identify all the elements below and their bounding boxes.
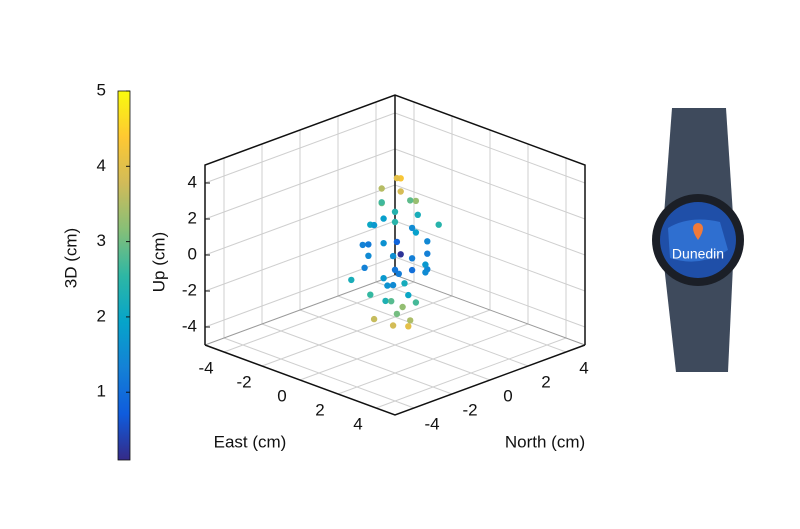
point	[412, 299, 420, 306]
point	[397, 251, 404, 258]
z-tick-label: -4	[182, 316, 197, 335]
watch-pin	[693, 223, 703, 240]
axes-box	[204, 94, 586, 416]
point	[405, 291, 412, 299]
point	[393, 174, 401, 182]
point	[359, 241, 366, 249]
grid-line	[394, 220, 586, 292]
point	[370, 315, 378, 323]
point	[380, 215, 387, 222]
point	[412, 229, 420, 236]
grid-line	[394, 184, 586, 256]
point	[378, 185, 385, 192]
colorbar-tick-label: 3	[97, 231, 106, 250]
x-tick-label: -4	[198, 358, 213, 377]
grid-line	[204, 184, 396, 256]
point	[407, 317, 414, 324]
y-tick-label: -4	[424, 414, 439, 433]
z-tick-label: 4	[188, 172, 197, 191]
colorbar-tick-label: 2	[97, 306, 106, 325]
point	[405, 323, 412, 330]
grid-line	[204, 220, 396, 292]
grid-line	[204, 148, 396, 220]
point	[397, 188, 404, 195]
box-edge	[204, 344, 586, 416]
point	[365, 252, 372, 259]
point	[424, 250, 431, 257]
point	[389, 322, 397, 329]
point	[389, 281, 397, 289]
colorbar-tick-label: 5	[97, 80, 106, 99]
point	[414, 211, 421, 218]
colorbar-tick-label: 4	[97, 156, 106, 175]
watch-strap	[664, 108, 733, 215]
point	[422, 269, 429, 276]
x-tick-label: 4	[353, 414, 362, 433]
x-tick-label: 0	[277, 386, 286, 405]
grid-line	[394, 148, 586, 220]
x-axis-label: East (cm)	[214, 432, 287, 451]
point	[408, 224, 416, 232]
point	[422, 261, 429, 268]
watch-map	[668, 219, 728, 262]
z-tick-label: 2	[188, 208, 197, 227]
point	[424, 238, 431, 245]
watch: Dunedin	[652, 108, 744, 372]
point	[399, 303, 406, 311]
point	[435, 221, 442, 228]
x-tick-label: 2	[315, 400, 324, 419]
points	[348, 174, 442, 330]
point	[378, 199, 385, 206]
y-tick-label: 2	[541, 372, 550, 391]
watch-strap	[664, 265, 733, 372]
grid-line	[337, 295, 529, 367]
point	[391, 218, 399, 226]
point	[393, 238, 401, 246]
point	[365, 241, 372, 248]
watch-label: Dunedin	[672, 246, 724, 262]
point	[367, 291, 374, 298]
point	[393, 310, 401, 318]
z-axis-label: Up (cm)	[149, 232, 168, 292]
colorbar-label: 3D (cm)	[61, 228, 80, 288]
point	[361, 264, 368, 271]
z-tick-label: -2	[182, 280, 197, 299]
point	[380, 275, 387, 282]
grid-line	[261, 323, 453, 395]
y-axis-label: North (cm)	[505, 432, 585, 451]
point	[388, 298, 395, 305]
point	[370, 221, 378, 229]
point	[382, 297, 389, 305]
point	[389, 252, 397, 260]
point	[401, 280, 408, 287]
colorbar	[117, 90, 131, 461]
point	[408, 255, 416, 262]
point	[407, 197, 414, 204]
point	[380, 240, 387, 247]
point	[391, 266, 399, 273]
grid-line	[299, 309, 491, 381]
point	[395, 270, 402, 277]
point	[412, 197, 420, 205]
grid-line	[394, 112, 586, 184]
point	[391, 208, 399, 215]
point	[348, 276, 355, 284]
colorbar-tick-label: 1	[97, 382, 106, 401]
grid-line	[223, 337, 415, 409]
z-tick-label: 0	[188, 244, 197, 263]
x-tick-label: -2	[236, 372, 251, 391]
point	[408, 266, 416, 274]
y-tick-label: -2	[462, 400, 477, 419]
y-tick-label: 0	[503, 386, 512, 405]
y-tick-label: 4	[579, 358, 588, 377]
point	[384, 282, 391, 289]
grid-line	[204, 112, 396, 184]
